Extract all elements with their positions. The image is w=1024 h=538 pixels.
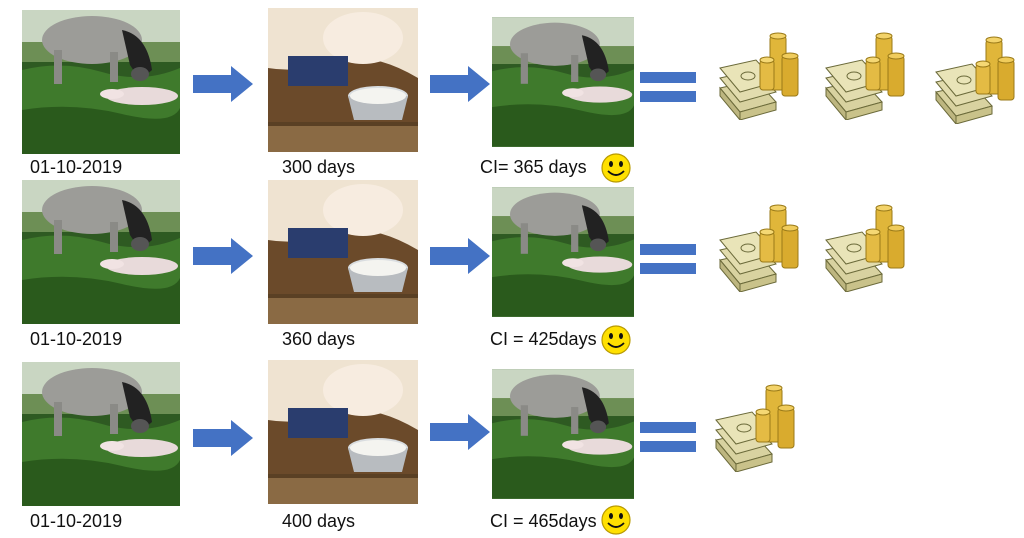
- money-stack-coins-icon: [712, 382, 796, 472]
- right-arrow-icon: [430, 238, 490, 274]
- cow-with-calf-photo: [492, 362, 634, 506]
- row-2: 01-10-2019 360 days CI = 425days: [0, 178, 1024, 358]
- date-label: 01-10-2019: [30, 511, 123, 531]
- money-stack-coins-icon: [716, 30, 800, 120]
- lactation-duration-label: 300 days: [282, 157, 356, 177]
- date-label: 01-10-2019: [30, 157, 123, 177]
- cow-with-calf-photo: [22, 180, 180, 324]
- right-arrow-icon: [193, 420, 253, 456]
- cow-with-calf-photo: [22, 10, 180, 154]
- calving-interval-label: CI = 425days: [490, 329, 597, 349]
- smiley-face-icon: [601, 153, 631, 183]
- equals-sign-icon: [640, 244, 696, 278]
- cow-with-calf-photo: [492, 180, 634, 324]
- right-arrow-icon: [430, 414, 490, 450]
- money-stack-coins-icon: [932, 34, 1016, 124]
- right-arrow-icon: [430, 66, 490, 102]
- cow-with-calf-photo: [22, 362, 180, 506]
- right-arrow-icon: [193, 66, 253, 102]
- equals-sign-icon: [640, 422, 696, 456]
- calving-interval-label: CI = 465days: [490, 511, 597, 531]
- cow-with-calf-photo: [492, 10, 634, 154]
- money-stack-coins-icon: [822, 202, 906, 292]
- lactation-duration-label: 400 days: [282, 511, 356, 531]
- money-stack-coins-icon: [822, 30, 906, 120]
- milking-bucket-photo: [268, 360, 418, 504]
- smiley-face-icon: [601, 325, 631, 355]
- row-1: 01-10-2019 300 days CI= 365 days: [0, 0, 1024, 183]
- smiley-face-icon: [601, 505, 631, 535]
- money-stack-coins-icon: [716, 202, 800, 292]
- row-3: 01-10-2019 400 days CI = 465days: [0, 358, 1024, 538]
- right-arrow-icon: [193, 238, 253, 274]
- equals-sign-icon: [640, 72, 696, 106]
- date-label: 01-10-2019: [30, 329, 123, 349]
- calving-interval-label: CI= 365 days: [480, 157, 587, 177]
- milking-bucket-photo: [268, 180, 418, 324]
- lactation-duration-label: 360 days: [282, 329, 356, 349]
- milking-bucket-photo: [268, 8, 418, 152]
